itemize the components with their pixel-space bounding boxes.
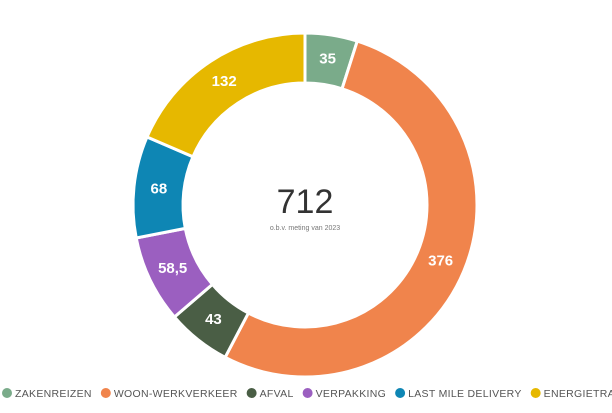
legend-label: AFVAL — [260, 388, 294, 400]
value-label: 376 — [428, 253, 453, 270]
value-label: 132 — [212, 73, 237, 90]
legend-label: ENERGIETRANSPORT — [544, 388, 612, 400]
legend-swatch — [2, 388, 12, 398]
value-label: 35 — [319, 51, 336, 68]
legend-swatch — [246, 388, 257, 398]
value-label: 43 — [205, 311, 222, 328]
legend-swatch — [530, 388, 541, 398]
legend-label: LAST MILE DELIVERY — [408, 388, 522, 400]
center-subtitle: o.b.v. meting van 2023 — [270, 225, 340, 232]
legend-swatch — [100, 388, 111, 398]
donut-segment — [145, 31, 307, 159]
value-label: 58,5 — [158, 260, 187, 277]
value-label: 68 — [150, 180, 167, 197]
center-total: 712 — [277, 183, 334, 221]
legend-label: WOON-WERKVERKEER — [114, 388, 238, 400]
legend-swatch — [395, 388, 406, 398]
legend-label: ZAKENREIZEN — [15, 388, 92, 400]
legend-swatch — [302, 388, 313, 398]
legend-label: VERPAKKING — [316, 388, 387, 400]
donut-segment — [223, 39, 479, 379]
